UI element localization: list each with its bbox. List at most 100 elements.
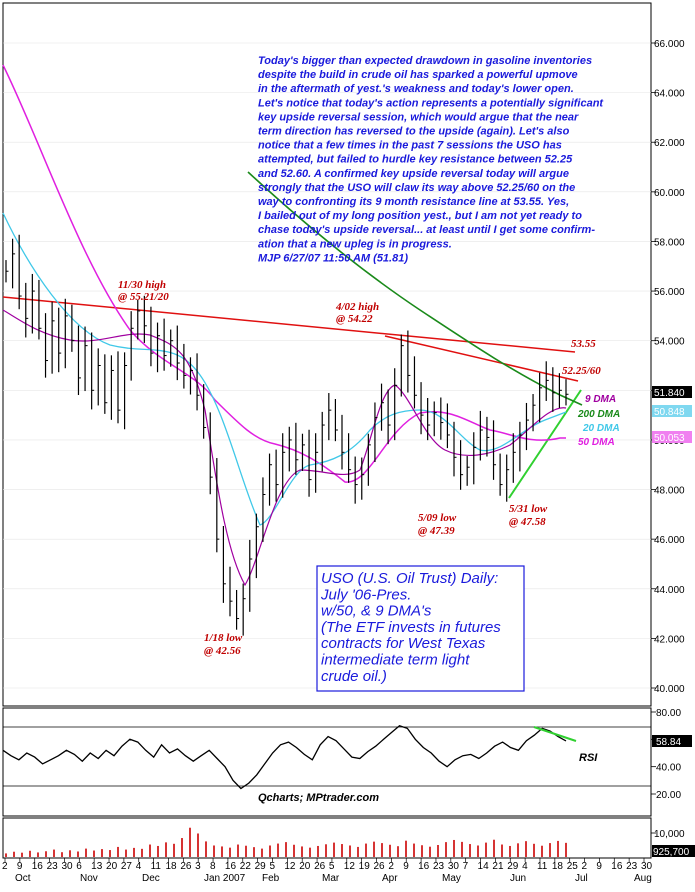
x-day-label: 21 (492, 861, 504, 872)
annotation-0531-low-title: 5/31 low (509, 503, 548, 515)
price-tick-label: 58.000 (654, 237, 685, 248)
last-volume-box (652, 845, 695, 857)
last-dma50-box (652, 431, 692, 443)
price-tick-label: 40.000 (654, 684, 685, 695)
rsi-tick-label: 40.00 (656, 763, 681, 774)
x-day-label: 29 (507, 861, 519, 872)
last-rsi-box (652, 735, 692, 747)
commentary-line: attempted, but failed to hurdle key resi… (258, 154, 573, 166)
last-dma200-box (652, 405, 692, 417)
commentary-line: chase today's upside reversal... at leas… (258, 224, 595, 236)
last-dma200-value: 50.848 (654, 407, 685, 418)
last-price-box (652, 386, 692, 398)
commentary-line: MJP 6/27/07 11:50 AM (51.81) (258, 252, 408, 264)
commentary-line: ation that a new upleg is in progress. (258, 238, 452, 250)
commentary-line: key upside reversal session, which would… (258, 111, 579, 123)
dma9-line (2, 309, 567, 587)
x-day-label: 26 (374, 861, 386, 872)
x-day-label: 9 (403, 861, 409, 872)
x-month-label: Jun (510, 873, 526, 884)
annotation-1130-high-value: @ 55.21/20 (118, 291, 169, 303)
price-tick-label: 46.000 (654, 535, 685, 546)
rsi-line (2, 724, 567, 790)
x-day-label: 2 (2, 861, 8, 872)
x-day-label: 9 (596, 861, 602, 872)
legend-box-line: (The ETF invests in futures (321, 619, 501, 636)
x-day-label: 19 (359, 861, 371, 872)
x-day-label: 9 (17, 861, 23, 872)
x-day-label: 20 (299, 861, 311, 872)
price-axis: 40.00042.00044.00046.00048.00050.00052.0… (651, 39, 685, 695)
rsi-label: RSI (579, 752, 598, 764)
x-month-label: Jul (575, 873, 588, 884)
commentary-line: notice that a few times in the past 7 se… (258, 140, 562, 152)
x-day-label: 26 (180, 861, 192, 872)
volume-axis: 10,000 (651, 829, 685, 840)
x-month-label: Oct (15, 873, 31, 884)
x-day-label: 11 (537, 861, 548, 872)
commentary-line: Let's notice that today's action represe… (258, 97, 604, 109)
x-day-label: 18 (552, 861, 564, 872)
annotation-1130-high-title: 11/30 high (118, 279, 166, 291)
x-month-label: Dec (142, 873, 160, 884)
last-price-value: 51.840 (654, 388, 685, 399)
commentary-line: and 52.60. A confirmed key upside revers… (258, 168, 569, 180)
price-bars (5, 234, 569, 636)
price-tick-label: 54.000 (654, 337, 685, 348)
x-month-label: Nov (80, 873, 98, 884)
last-volume-value: 925,700 (653, 847, 690, 858)
volume-panel (2, 817, 652, 859)
volume-tick-label: 10,000 (654, 829, 685, 840)
price-tick-label: 66.000 (654, 39, 685, 50)
annotation-0509-low-value: @ 47.39 (418, 525, 455, 537)
x-month-label: Aug (634, 873, 652, 884)
legend-box-line: USO (U.S. Oil Trust) Daily: (321, 570, 498, 587)
legend-lines: USO (U.S. Oil Trust) Daily:July '06-Pres… (320, 570, 501, 685)
last-rsi-value: 58.84 (656, 737, 681, 748)
x-day-label: 4 (522, 861, 528, 872)
resistance-line-9-month (2, 296, 576, 353)
rsi-panel (2, 707, 652, 817)
rsi-tick-label: 80.00 (656, 708, 681, 719)
x-day-label: 30 (448, 861, 460, 872)
x-day-label: 29 (255, 861, 267, 872)
annotation-resistance-5355: 53.55 (571, 338, 596, 350)
legend-box-line: July '06-Pres. (320, 586, 411, 603)
commentary-line: despite the build in crude oil has spark… (258, 69, 578, 81)
x-day-label: 2 (582, 861, 588, 872)
x-day-label: 30 (61, 861, 73, 872)
commentary-line: term direction has reversed to the upsid… (258, 126, 570, 138)
price-tick-label: 48.000 (654, 486, 685, 497)
x-day-label: 3 (195, 861, 201, 872)
label-9-dma: 9 DMA (585, 394, 616, 405)
annotation-0509-low-title: 5/09 low (418, 512, 457, 524)
x-day-label: 26 (314, 861, 326, 872)
x-day-label: 11 (151, 861, 162, 872)
rsi-trendline (533, 726, 577, 742)
commentary-line: I bailed out of my long position yest., … (258, 210, 582, 222)
dma200-line (247, 171, 583, 406)
x-day-label: 23 (626, 861, 638, 872)
annotation-0118-low-title: 1/18 low (204, 632, 243, 644)
x-day-label: 18 (165, 861, 177, 872)
x-day-label: 23 (433, 861, 445, 872)
commentary-line: way to confronting its 9 month resistanc… (258, 196, 569, 208)
x-day-label: 12 (284, 861, 296, 872)
annotation-0118-low-value: @ 42.56 (204, 645, 241, 657)
x-day-label: 16 (418, 861, 430, 872)
x-month-label: Apr (382, 873, 398, 884)
x-day-label: 4 (136, 861, 142, 872)
x-axis: 2 9 16 23 30 6 13 20 27 4 11 18 26 3 8 16 22 29 5 12 20 26 5 12… (2, 858, 653, 884)
last-dma50-value: 50.053 (654, 433, 685, 444)
credit-text: Qcharts; MPtrader.com (258, 792, 379, 804)
x-day-label: 30 (641, 861, 653, 872)
label-20-dma: 20 DMA (582, 423, 620, 434)
x-day-label: 5 (329, 861, 335, 872)
x-day-label: 2 (388, 861, 394, 872)
x-day-label: 27 (121, 861, 133, 872)
price-tick-label: 42.000 (654, 634, 685, 645)
commentary: Today's bigger than expected drawdown in… (258, 55, 604, 264)
x-day-label: 16 (225, 861, 237, 872)
x-day-label: 16 (611, 861, 623, 872)
